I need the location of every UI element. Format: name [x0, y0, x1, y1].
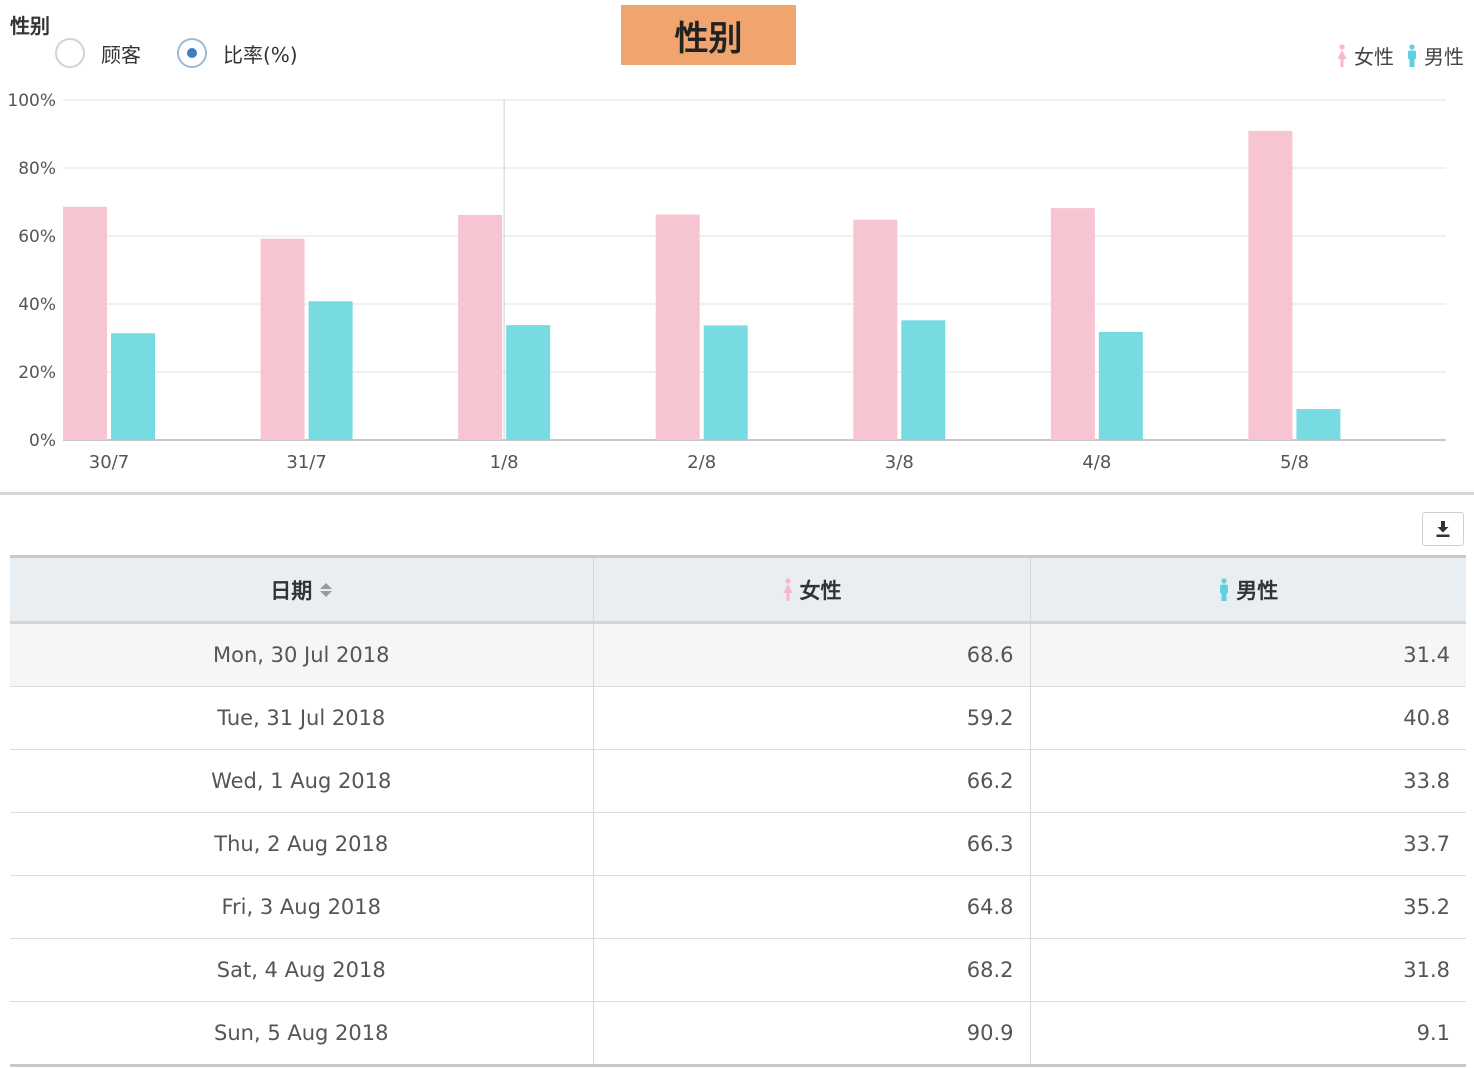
x-tick-label: 5/8 [1280, 452, 1309, 473]
column-header-male: 男性 [1029, 555, 1466, 624]
male-value-cell: 33.7 [1029, 812, 1466, 876]
table-row: Tue, 31 Jul 2018 59.2 40.8 [10, 686, 1466, 750]
table-row: Sun, 5 Aug 2018 90.9 9.1 [10, 1001, 1466, 1067]
column-header-female: 女性 [592, 555, 1030, 624]
radio-ratio-circle[interactable] [177, 38, 207, 68]
y-tick-label: 80% [18, 159, 56, 179]
download-icon [1436, 521, 1450, 537]
bar-male [308, 301, 353, 440]
female-header-label: 女性 [799, 578, 842, 603]
bar-male [506, 325, 551, 440]
female-value-cell: 68.6 [592, 622, 1030, 687]
bar-male [703, 325, 748, 440]
bar-male [1296, 409, 1341, 440]
bar-female [655, 214, 700, 440]
male-icon [1408, 43, 1416, 67]
legend-item-male[interactable]: 男性 [1406, 41, 1464, 70]
date-cell: Wed, 1 Aug 2018 [10, 749, 593, 813]
y-tick-label: 20% [18, 363, 56, 383]
y-tick-label: 100% [7, 91, 56, 111]
download-button[interactable] [1422, 512, 1464, 546]
sort-icon[interactable] [320, 582, 333, 597]
radio-customers-label: 顾客 [101, 42, 141, 67]
bar-male [1098, 331, 1143, 440]
female-value-cell: 59.2 [592, 686, 1030, 750]
bar-female [63, 206, 107, 440]
x-tick-label: 31/7 [286, 452, 326, 473]
gender-data-table: 日期 女性 [10, 555, 1466, 1067]
chart-divider [0, 492, 1474, 495]
male-value-cell: 31.4 [1029, 622, 1466, 687]
female-value-cell: 68.2 [592, 938, 1030, 1002]
column-header-date[interactable]: 日期 [10, 555, 593, 624]
date-cell: Sat, 4 Aug 2018 [10, 938, 593, 1002]
date-header-label: 日期 [270, 578, 313, 603]
y-tick-label: 60% [18, 227, 56, 247]
bar-male [111, 333, 155, 440]
date-cell: Tue, 31 Jul 2018 [10, 686, 593, 750]
female-value-cell: 66.2 [592, 749, 1030, 813]
table-row: Sat, 4 Aug 2018 68.2 31.8 [10, 938, 1466, 1002]
female-value-cell: 64.8 [592, 875, 1030, 939]
date-cell: Thu, 2 Aug 2018 [10, 812, 593, 876]
legend-female-label: 女性 [1354, 45, 1394, 69]
x-tick-label: 4/8 [1082, 452, 1111, 473]
male-value-cell: 35.2 [1029, 875, 1466, 939]
male-value-cell: 33.8 [1029, 749, 1466, 813]
date-cell: Sun, 5 Aug 2018 [10, 1001, 593, 1067]
female-icon [1337, 43, 1347, 67]
female-value-cell: 90.9 [592, 1001, 1030, 1067]
radio-customers-circle[interactable] [55, 38, 85, 68]
bar-male [901, 320, 946, 440]
x-tick-label: 3/8 [885, 452, 914, 473]
male-value-cell: 40.8 [1029, 686, 1466, 750]
x-tick-label: 30/7 [89, 452, 129, 473]
section-label: 性别 [10, 14, 50, 38]
table-row: Fri, 3 Aug 2018 64.8 35.2 [10, 875, 1466, 939]
x-tick-label: 2/8 [687, 452, 716, 473]
female-icon [783, 577, 792, 601]
radio-ratio-label: 比率(%) [223, 42, 298, 67]
male-icon [1220, 577, 1229, 601]
view-mode-radio-group: 顾客 比率(%) [55, 38, 334, 68]
chart-title: 性别 [621, 5, 796, 65]
male-value-cell: 9.1 [1029, 1001, 1466, 1067]
x-tick-label: 1/8 [490, 452, 519, 473]
bar-female [1248, 130, 1293, 440]
legend-item-female[interactable]: 女性 [1336, 41, 1394, 70]
male-value-cell: 31.8 [1029, 938, 1466, 1002]
table-row: Mon, 30 Jul 2018 68.6 31.4 [10, 622, 1466, 687]
bar-female [853, 219, 898, 440]
table-row: Thu, 2 Aug 2018 66.3 33.7 [10, 812, 1466, 876]
radio-ratio[interactable]: 比率(%) [177, 38, 298, 68]
gender-ratio-bar-chart: 0% 20% 40% 60% 80% 100% 30/7 31/7 1/8 2/8 3/8 4/8 5/… [7, 91, 1446, 473]
date-cell: Fri, 3 Aug 2018 [10, 875, 593, 939]
date-cell: Mon, 30 Jul 2018 [10, 622, 593, 687]
bar-female [458, 214, 503, 440]
male-header-label: 男性 [1236, 578, 1279, 603]
legend-male-label: 男性 [1424, 45, 1464, 69]
table-row: Wed, 1 Aug 2018 66.2 33.8 [10, 749, 1466, 813]
y-tick-label: 0% [29, 431, 56, 451]
y-tick-label: 40% [18, 295, 56, 315]
bar-female [1050, 208, 1095, 440]
bar-female [260, 238, 305, 440]
female-value-cell: 66.3 [592, 812, 1030, 876]
radio-customers[interactable]: 顾客 [55, 38, 141, 68]
chart-legend: 女性 男性 [1324, 41, 1464, 70]
